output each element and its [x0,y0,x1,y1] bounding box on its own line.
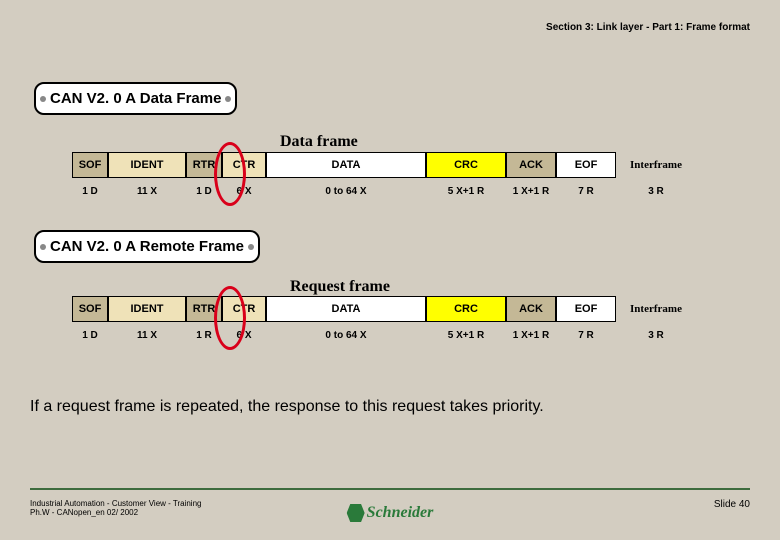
frame-header-cell: EOF [556,152,616,178]
section-header: Section 3: Link layer - Part 1: Frame fo… [546,22,750,33]
footer-divider [30,488,750,490]
frame-header-cell: IDENT [108,296,186,322]
schneider-logo-text: Schneider [367,504,434,522]
frame-header-row: SOFIDENTRTRCTRDATACRCACKEOFInterframe [72,296,696,322]
frame-header-cell: RTR [186,152,222,178]
frame-header-cell: CRC [426,296,506,322]
schneider-logo: Schneider [347,504,434,522]
frame-value-cell: 5 X+1 R [426,324,506,346]
frame-value-cell: 1 X+1 R [506,324,556,346]
frame-header-cell: SOF [72,152,108,178]
frame-value-cell: 0 to 64 X [266,180,426,202]
title-data-frame: CAN V2. 0 A Data Frame [34,82,237,115]
footer-line-1: Industrial Automation - Customer View - … [30,499,201,509]
frame-value-cell: 1 X+1 R [506,180,556,202]
frame-header-row: SOFIDENTRTRCTRDATACRCACKEOFInterframe [72,152,696,178]
frame-value-cell: 7 R [556,180,616,202]
frame-value-cell: 5 X+1 R [426,180,506,202]
title-remote-frame: CAN V2. 0 A Remote Frame [34,230,260,263]
frame-value-cell: 11 X [108,324,186,346]
footer-line-2: Ph.W - CANopen_en 02/ 2002 [30,508,201,518]
frame-header-cell: IDENT [108,152,186,178]
footer-credits: Industrial Automation - Customer View - … [30,499,201,518]
schneider-logo-icon [347,504,365,522]
frame-header-cell: DATA [266,296,426,322]
frame-value-row: 1 D11 X1 R6 X0 to 64 X5 X+1 R1 X+1 R7 R3… [72,324,696,346]
frame-header-cell: DATA [266,152,426,178]
frame-header-cell: ACK [506,296,556,322]
frame-header-cell: CRC [426,152,506,178]
frame-header-cell: Interframe [616,152,696,178]
frame-header-cell: SOF [72,296,108,322]
frame-value-cell: 7 R [556,324,616,346]
frame-value-cell: 1 D [186,180,222,202]
frame-value-cell: 6 X [222,324,266,346]
data-frame-table: SOFIDENTRTRCTRDATACRCACKEOFInterframe1 D… [72,152,696,202]
frame-header-cell: ACK [506,152,556,178]
frame-value-cell: 3 R [616,180,696,202]
frame-value-cell: 0 to 64 X [266,324,426,346]
label-request-frame: Request frame [290,278,390,296]
frame-value-row: 1 D11 X1 D6 X0 to 64 X5 X+1 R1 X+1 R7 R3… [72,180,696,202]
priority-note: If a request frame is repeated, the resp… [30,398,544,416]
request-frame-table: SOFIDENTRTRCTRDATACRCACKEOFInterframe1 D… [72,296,696,346]
frame-header-cell: CTR [222,152,266,178]
frame-value-cell: 6 X [222,180,266,202]
frame-header-cell: Interframe [616,296,696,322]
frame-value-cell: 3 R [616,324,696,346]
label-data-frame: Data frame [280,133,358,151]
frame-value-cell: 11 X [108,180,186,202]
frame-header-cell: RTR [186,296,222,322]
frame-header-cell: EOF [556,296,616,322]
frame-value-cell: 1 R [186,324,222,346]
frame-value-cell: 1 D [72,324,108,346]
frame-value-cell: 1 D [72,180,108,202]
frame-header-cell: CTR [222,296,266,322]
slide-number: Slide 40 [714,499,750,510]
